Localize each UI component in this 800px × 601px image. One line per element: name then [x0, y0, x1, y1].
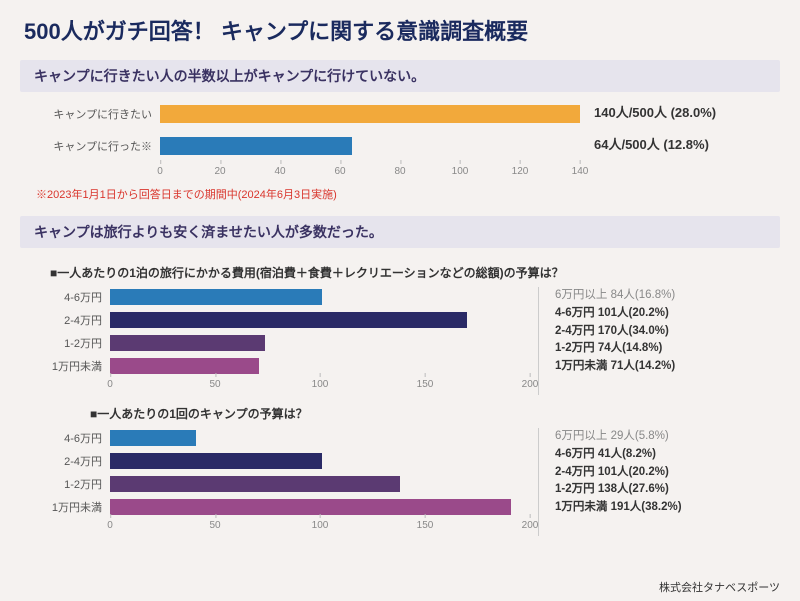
- axis-tick: 100: [452, 166, 469, 177]
- axis-tick: 0: [107, 379, 113, 390]
- legend-line: 1万円未満 71人(14.2%): [555, 358, 780, 376]
- bar-label: キャンプに行った※: [20, 138, 160, 154]
- company-name: 株式会社タナベスポーツ: [659, 579, 780, 595]
- bar-label: 4-6万円: [20, 289, 110, 305]
- axis-tick: 80: [394, 166, 405, 177]
- bar-track: [110, 358, 530, 374]
- bar-label: 1-2万円: [20, 476, 110, 492]
- axis-tick: 60: [334, 166, 345, 177]
- legend-line: 6万円以上 84人(16.8%): [555, 287, 780, 305]
- stat-line: 64人/500人 (12.8%): [594, 136, 780, 154]
- chart2-q2-legend: 6万円以上 29人(5.8%)4-6万円 41人(8.2%)2-4万円 101人…: [538, 428, 780, 536]
- bar-track: [110, 430, 530, 446]
- legend-line: 1-2万円 138人(27.6%): [555, 481, 780, 499]
- bar-row: 2-4万円: [20, 310, 530, 330]
- bar-row: 2-4万円: [20, 451, 530, 471]
- axis-tick: 150: [417, 379, 434, 390]
- axis-tick: 0: [157, 166, 163, 177]
- chart2-q1-legend: 6万円以上 84人(16.8%)4-6万円 101人(20.2%)2-4万円 1…: [538, 287, 780, 395]
- axis-tick: 150: [417, 520, 434, 531]
- bar-fill: [110, 453, 322, 469]
- stat-line: 140人/500人 (28.0%): [594, 104, 780, 122]
- bar-track: [110, 476, 530, 492]
- bar-row: キャンプに行った※: [20, 134, 580, 158]
- chart2-q1-bars: 4-6万円2-4万円1-2万円1万円未満050100150200: [20, 287, 530, 395]
- axis-tick: 200: [522, 379, 539, 390]
- bar-fill: [110, 430, 196, 446]
- page-title: 500人がガチ回答！ キャンプに関する意識調査概要: [0, 0, 800, 56]
- bar-fill: [110, 289, 322, 305]
- bar-fill: [110, 476, 400, 492]
- legend-line: 2-4万円 101人(20.2%): [555, 464, 780, 482]
- bar-track: [110, 335, 530, 351]
- section1-header: キャンプに行きたい人の半数以上がキャンプに行けていない。: [20, 60, 780, 92]
- axis-tick: 50: [209, 379, 220, 390]
- axis-tick: 100: [312, 379, 329, 390]
- bar-track: [110, 289, 530, 305]
- axis: 020406080100120140: [20, 166, 580, 182]
- axis-tick: 100: [312, 520, 329, 531]
- bar-fill: [160, 105, 580, 123]
- bar-label: 1万円未満: [20, 358, 110, 374]
- axis-tick: 50: [209, 520, 220, 531]
- bar-track: [160, 105, 580, 123]
- section1-footnote: ※2023年1月1日から回答日までの期間中(2024年6月3日実施): [0, 184, 800, 212]
- bar-fill: [110, 499, 511, 515]
- section2-q2-title: ■一人あたりの1回のキャンプの予算は？: [0, 399, 800, 428]
- chart2-q2: 4-6万円 2-4万円 1-2万円 1万円未満 0 50 100 150 200 6万円以上 2…: [0, 428, 800, 540]
- section2-q1-title: ■一人あたりの1泊の旅行にかかる費用(宿泊費＋食費＋レクリエーションなどの総額)…: [0, 258, 800, 287]
- axis-tick: 20: [214, 166, 225, 177]
- bar-label: 2-4万円: [20, 312, 110, 328]
- bar-row: キャンプに行きたい: [20, 102, 580, 126]
- chart2-q2-bars: 4-6万円2-4万円1-2万円1万円未満050100150200: [20, 428, 530, 536]
- axis: 050100150200: [20, 520, 530, 536]
- bar-fill: [110, 335, 265, 351]
- bar-row: 4-6万円: [20, 428, 530, 448]
- bar-label: 4-6万円: [20, 430, 110, 446]
- axis-tick: 140: [572, 166, 589, 177]
- chart1-bars: キャンプに行きたいキャンプに行った※020406080100120140: [20, 102, 580, 182]
- axis-tick: 40: [274, 166, 285, 177]
- bar-fill: [110, 312, 467, 328]
- bar-track: [110, 499, 530, 515]
- axis-tick: 120: [512, 166, 529, 177]
- legend-line: 1万円未満 191人(38.2%): [555, 499, 780, 517]
- legend-line: 4-6万円 101人(20.2%): [555, 305, 780, 323]
- bar-row: 1万円未満: [20, 356, 530, 376]
- axis: 050100150200: [20, 379, 530, 395]
- bar-label: 1-2万円: [20, 335, 110, 351]
- chart1: キャンプに行きたいキャンプに行った※ 0 20 40 60 80 100 120 140 140…: [0, 102, 800, 184]
- bar-label: キャンプに行きたい: [20, 106, 160, 122]
- bar-label: 1万円未満: [20, 499, 110, 515]
- bar-label: 2-4万円: [20, 453, 110, 469]
- chart2-q1: 4-6万円 2-4万円 1-2万円 1万円未満 0 50 100 150 200 6万円以上 8…: [0, 287, 800, 399]
- legend-line: 4-6万円 41人(8.2%): [555, 446, 780, 464]
- axis-tick: 200: [522, 520, 539, 531]
- bar-fill: [110, 358, 259, 374]
- bar-track: [110, 453, 530, 469]
- bar-row: 1万円未満: [20, 497, 530, 517]
- bar-fill: [160, 137, 352, 155]
- bar-track: [160, 137, 580, 155]
- section2-header: キャンプは旅行よりも安く済ませたい人が多数だった。: [20, 216, 780, 248]
- bar-row: 4-6万円: [20, 287, 530, 307]
- legend-line: 1-2万円 74人(14.8%): [555, 340, 780, 358]
- chart1-stats: 140人/500人 (28.0%) 64人/500人 (12.8%): [580, 102, 780, 168]
- bar-track: [110, 312, 530, 328]
- legend-line: 2-4万円 170人(34.0%): [555, 323, 780, 341]
- bar-row: 1-2万円: [20, 474, 530, 494]
- legend-line: 6万円以上 29人(5.8%): [555, 428, 780, 446]
- bar-row: 1-2万円: [20, 333, 530, 353]
- axis-tick: 0: [107, 520, 113, 531]
